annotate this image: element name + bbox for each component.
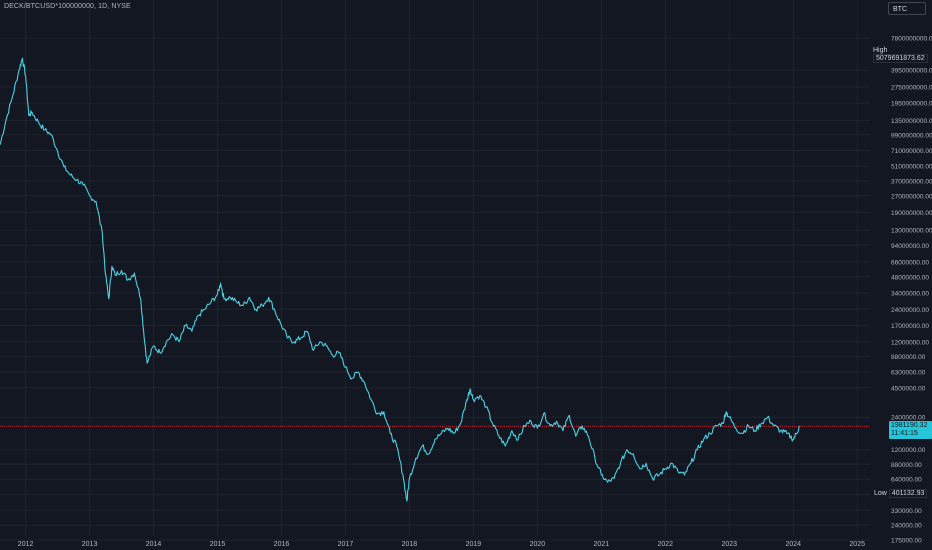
x-tick-label: 2023 xyxy=(721,541,737,548)
y-tick-label: 48000000.00 xyxy=(891,274,929,281)
x-tick-label: 2021 xyxy=(594,541,610,548)
last-price-tag: 1981190.32 11:41:15 xyxy=(889,421,932,440)
y-tick-label: 94000000.00 xyxy=(891,243,929,250)
x-tick-label: 2012 xyxy=(18,541,34,548)
x-tick-label: 2017 xyxy=(338,541,354,548)
y-tick-label: 66000000.00 xyxy=(891,259,929,266)
x-tick-label: 2018 xyxy=(402,541,418,548)
y-tick-label: 640000.00 xyxy=(891,477,922,484)
last-price-value: 1981190.32 xyxy=(891,422,928,430)
y-tick-label: 1200000.00 xyxy=(891,447,926,454)
y-tick-label: 1950000000.00 xyxy=(891,101,932,108)
y-tick-label: 240000.00 xyxy=(891,523,922,530)
chart-title: DECK/BTCUSD*100000000, 1D, NYSE xyxy=(4,3,131,10)
y-tick-label: 4500000.00 xyxy=(891,385,926,392)
x-tick-label: 2025 xyxy=(849,541,865,548)
y-tick-label: 8800000.00 xyxy=(891,354,926,361)
y-tick-label: 880000.00 xyxy=(891,462,922,469)
x-tick-label: 2022 xyxy=(658,541,674,548)
low-marker: Low 401132.93 xyxy=(874,489,928,498)
y-tick-label: 17000000.00 xyxy=(891,323,929,330)
x-tick-label: 2024 xyxy=(785,541,801,548)
x-tick-label: 2015 xyxy=(210,541,226,548)
currency-selector[interactable]: BTC xyxy=(888,2,926,15)
y-tick-label: 710000000.00 xyxy=(891,148,932,155)
y-tick-label: 510000000.00 xyxy=(891,163,932,170)
high-label: High xyxy=(873,47,888,54)
y-tick-label: 130000000.00 xyxy=(891,228,932,235)
y-tick-label: 34000000.00 xyxy=(891,290,929,297)
y-tick-label: 2750000000.00 xyxy=(891,84,932,91)
high-value: 5079691873.62 xyxy=(873,54,928,63)
x-tick-label: 2013 xyxy=(82,541,98,548)
x-tick-label: 2020 xyxy=(530,541,546,548)
x-tick-label: 2016 xyxy=(274,541,290,548)
y-tick-label: 6300000.00 xyxy=(891,369,926,376)
y-tick-label: 12000000.00 xyxy=(891,339,929,346)
y-tick-label: 990000000.00 xyxy=(891,132,932,139)
x-tick-label: 2019 xyxy=(466,541,482,548)
y-tick-label: 370000000.00 xyxy=(891,179,932,186)
y-tick-label: 3950000000.00 xyxy=(891,68,932,75)
y-tick-label: 190000000.00 xyxy=(891,210,932,217)
grid-lines xyxy=(0,0,870,541)
price-series-line xyxy=(0,57,800,502)
x-axis: 2012 2013 2014 2015 2016 2017 2018 2019 2020 2021… xyxy=(18,541,865,548)
y-tick-label: 7800000000.00 xyxy=(891,36,932,43)
low-label: Low xyxy=(874,490,887,497)
y-tick-label: 2400000.00 xyxy=(891,415,926,422)
y-tick-label: 270000000.00 xyxy=(891,193,932,200)
y-tick-label: 1350000000.00 xyxy=(891,118,932,125)
high-marker: High 5079691873.62 xyxy=(873,47,932,63)
countdown: 11:41:15 xyxy=(891,430,918,438)
y-tick-label: 330000.00 xyxy=(891,508,922,515)
y-axis: 7800000000.00 3950000000.00 2750000000.00 1… xyxy=(891,36,932,545)
y-tick-label: 24000000.00 xyxy=(891,307,929,314)
low-value: 401132.93 xyxy=(888,489,928,498)
x-tick-label: 2014 xyxy=(146,541,162,548)
y-tick-label: 175000.00 xyxy=(891,538,922,545)
